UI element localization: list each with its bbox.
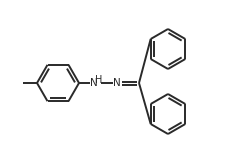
Text: H: H	[95, 75, 102, 84]
Text: N: N	[113, 78, 121, 88]
Text: N: N	[90, 78, 98, 88]
